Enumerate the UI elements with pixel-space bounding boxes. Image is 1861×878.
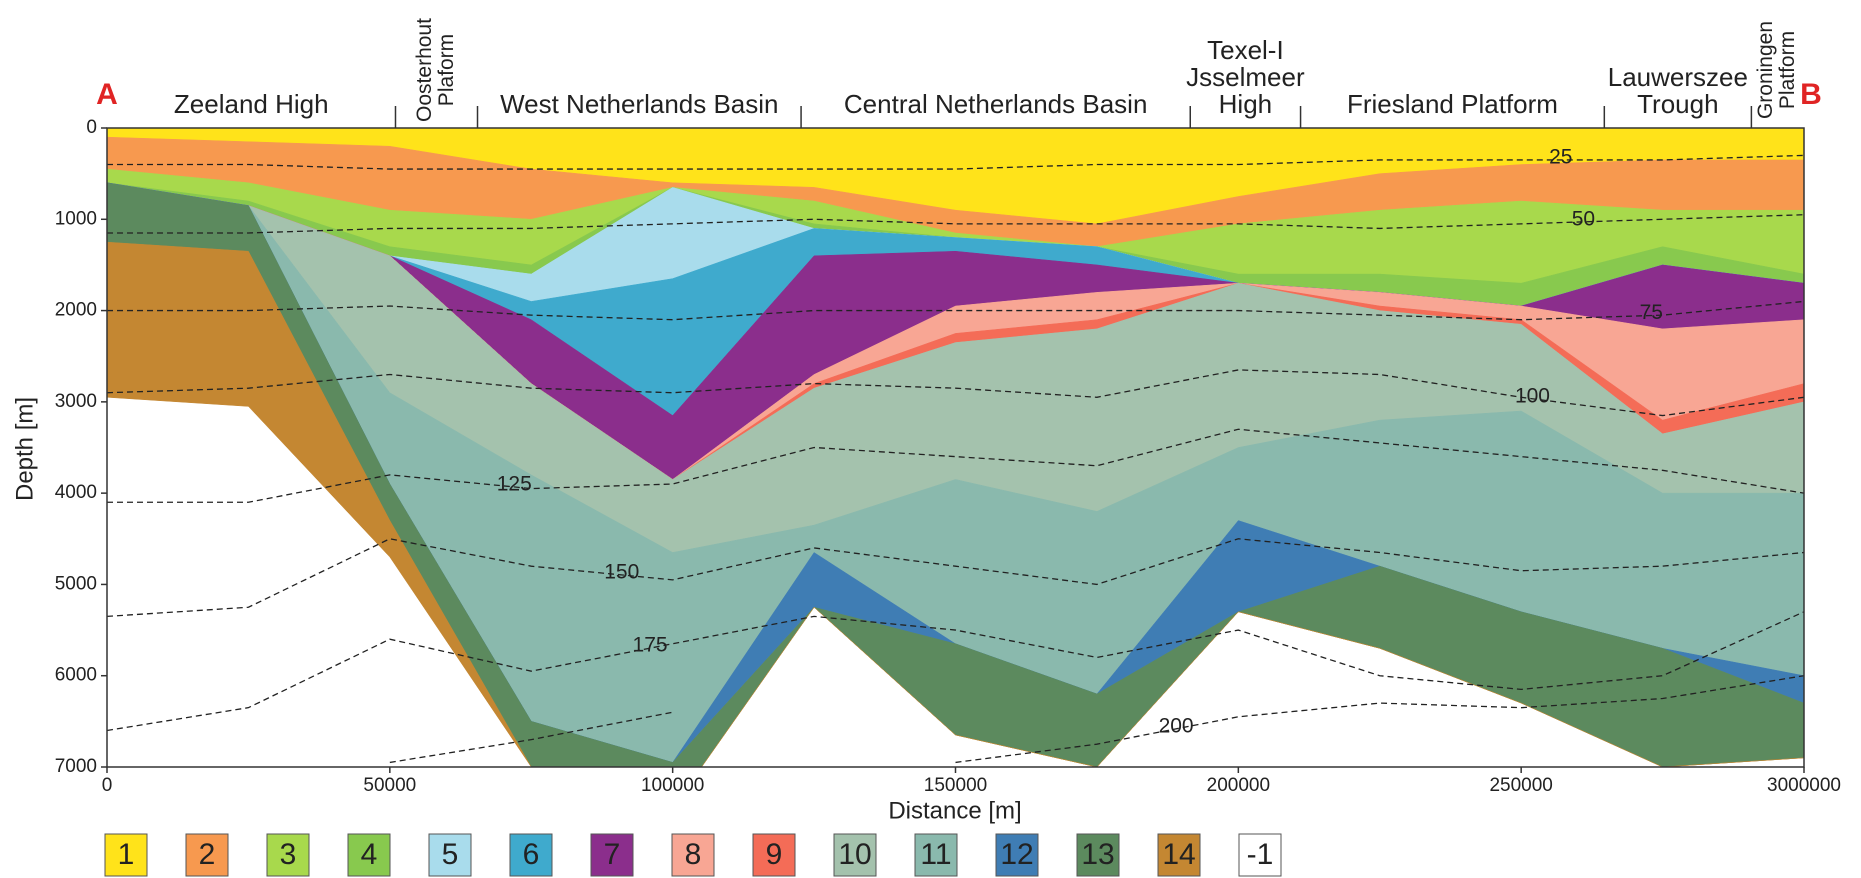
isotherm-line	[389, 675, 1804, 764]
x-tick-label: 3000000	[1767, 775, 1841, 796]
section-end-marker: B	[1800, 78, 1822, 111]
layer	[107, 182, 1804, 767]
overlay: 0 50000 100000 150000 200000 250000 3000000 0 10…	[55, 18, 1841, 796]
isotherm-line	[107, 611, 1804, 732]
legend-label: 5	[442, 838, 459, 871]
y-tick-label: 2000	[55, 300, 97, 321]
legend-swatch	[104, 833, 148, 877]
region-label: Groningen	[1754, 21, 1777, 119]
region-label: Zeeland High	[174, 89, 329, 119]
isotherm-line	[107, 428, 1804, 503]
isotherm-line	[107, 214, 1804, 234]
legend-label: 4	[361, 838, 378, 871]
y-tick-label: 0	[86, 117, 97, 138]
legend-label: 14	[1162, 838, 1195, 871]
region-label: Trough	[1637, 89, 1718, 119]
x-tick-label: 0	[102, 775, 113, 796]
legend-label: 7	[604, 838, 621, 871]
isotherm-label: 75	[1640, 301, 1663, 324]
legend-swatch	[1076, 833, 1120, 877]
legend-swatch	[428, 833, 472, 877]
legend-swatch	[833, 833, 877, 877]
y-tick-label: 4000	[55, 482, 97, 503]
region-label: Jsselmeer	[1186, 62, 1305, 92]
isotherm-label: 50	[1572, 207, 1595, 230]
legend-label: 1	[118, 838, 135, 871]
legend-swatch	[1238, 833, 1282, 877]
isotherm-label: 100	[1515, 384, 1550, 407]
plot-frame	[106, 127, 1805, 768]
legend-swatch	[671, 833, 715, 877]
legend-label: 8	[685, 838, 702, 871]
x-tick-label: 150000	[924, 775, 987, 796]
legend-swatch	[590, 833, 634, 877]
isotherm-line	[107, 369, 1804, 417]
legend-label: 12	[1000, 838, 1033, 871]
isotherm-line	[107, 154, 1804, 170]
region-label: Texel-I	[1207, 35, 1284, 65]
layer	[107, 241, 1804, 767]
region-label: Platform	[1776, 31, 1799, 109]
legend-swatch	[509, 833, 553, 877]
isotherm-label: 25	[1549, 145, 1572, 168]
legend-label: 9	[766, 838, 783, 871]
legend-swatch	[347, 833, 391, 877]
x-axis-title: Distance [m]	[888, 797, 1021, 824]
y-tick-label: 3000	[55, 391, 97, 412]
y-tick-label: 5000	[55, 573, 97, 594]
isotherm-line	[107, 538, 1804, 618]
x-tick-label: 200000	[1207, 775, 1270, 796]
legend-label: 3	[280, 838, 297, 871]
legend-label: 2	[199, 838, 216, 871]
region-label: Lauwerszee	[1608, 62, 1748, 92]
region-label: West Netherlands Basin	[500, 89, 778, 119]
layers	[107, 128, 1804, 767]
isotherm-label: 175	[633, 634, 668, 657]
x-tick-label: 250000	[1489, 775, 1552, 796]
section-start-marker: A	[96, 78, 118, 111]
legend-label: -1	[1247, 838, 1274, 871]
isotherm-label: 150	[604, 560, 639, 583]
legend-label: 11	[920, 838, 951, 871]
y-tick-label: 6000	[55, 665, 97, 686]
legend-label: 13	[1081, 838, 1114, 871]
legend-swatch	[1157, 833, 1201, 877]
y-tick-label: 7000	[55, 756, 97, 777]
legend-label: 6	[523, 838, 540, 871]
isotherms: 25 50 75 100 125 150 175 200	[107, 145, 1804, 764]
isotherm-label: 200	[1159, 714, 1194, 737]
region-label: Plaform	[435, 34, 458, 106]
x-tick-label: 50000	[363, 775, 416, 796]
legend-swatch	[995, 833, 1039, 877]
legend-swatch	[185, 833, 229, 877]
legend-swatch	[266, 833, 310, 877]
y-axis-title: Depth [m]	[11, 397, 38, 501]
legend-swatch	[914, 833, 958, 877]
y-tick-label: 1000	[55, 208, 97, 229]
x-tick-label: 100000	[641, 775, 704, 796]
isotherm-label: 125	[497, 472, 532, 495]
region-label: Friesland Platform	[1347, 89, 1558, 119]
region-label: High	[1219, 89, 1272, 119]
legend-label: 10	[838, 838, 871, 871]
region-label: Oosterhout	[413, 18, 436, 122]
region-label: Central Netherlands Basin	[844, 89, 1148, 119]
legend-swatch	[752, 833, 796, 877]
isotherm-line	[107, 300, 1804, 321]
